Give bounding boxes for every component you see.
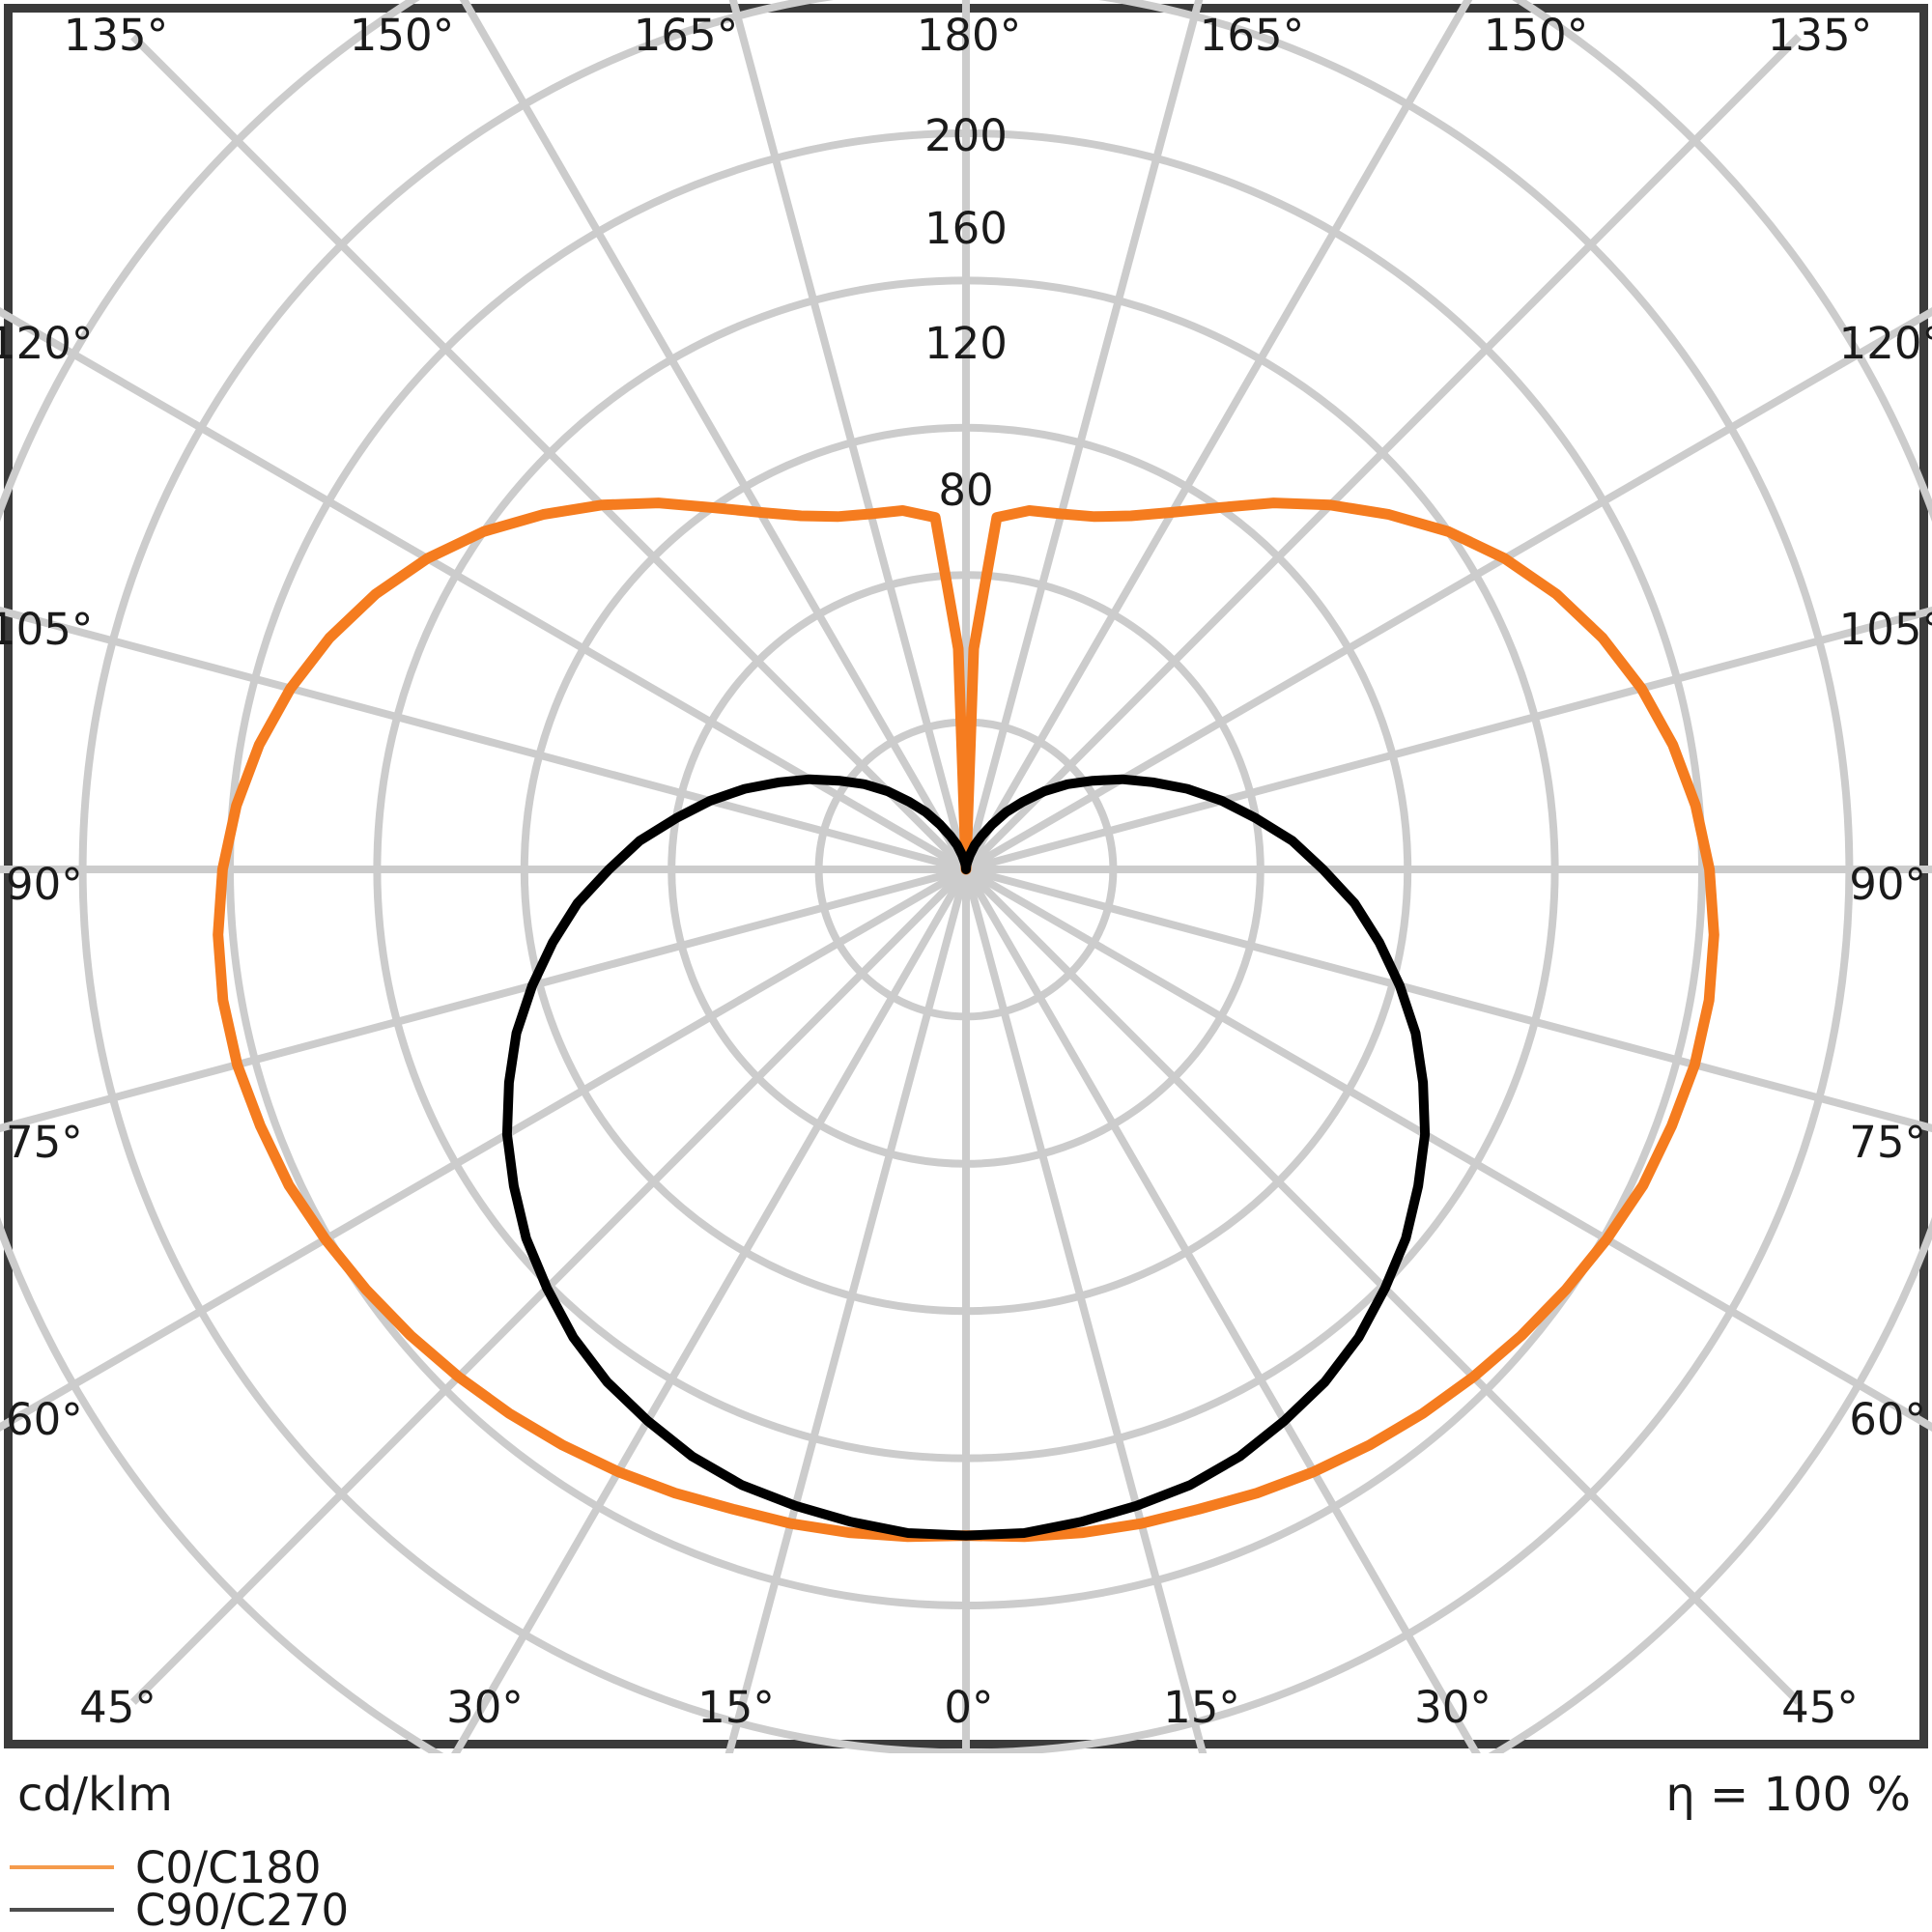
angle-tick-bottom-1: 30° (446, 1682, 524, 1733)
angle-tick-bottom-2: 15° (697, 1682, 775, 1733)
angle-tick-top-3: 180° (916, 10, 1022, 61)
angle-tick-right-60: 60° (1849, 1394, 1926, 1445)
angle-tick-right-120: 120° (1838, 318, 1932, 369)
legend-label-c90-c270: C90/C270 (135, 1884, 350, 1932)
angle-tick-top-5: 150° (1483, 10, 1589, 61)
angle-tick-left-75: 75° (6, 1117, 83, 1168)
radial-tick-120: 120 (924, 318, 1008, 369)
legend-label-c0-c180: C0/C180 (135, 1841, 322, 1893)
angle-tick-top-0: 135° (63, 10, 169, 61)
legend-item-c90-c270[interactable]: C90/C270 (10, 1884, 350, 1932)
angle-tick-bottom-4: 15° (1163, 1682, 1240, 1733)
polar-grid (0, 0, 1932, 1753)
angle-tick-bottom-6: 45° (1781, 1682, 1859, 1733)
angle-tick-left-120: 120° (0, 318, 94, 369)
series-layer (213, 497, 1719, 1543)
angle-tick-right-105: 105° (1838, 604, 1932, 655)
radial-tick-160: 160 (924, 203, 1008, 254)
angle-tick-bottom-3: 0° (944, 1682, 994, 1733)
angle-tick-top-2: 165° (633, 10, 739, 61)
angle-tick-left-60: 60° (6, 1394, 83, 1445)
legend-swatch-c0-c180 (10, 1865, 114, 1869)
angle-tick-top-4: 165° (1199, 10, 1305, 61)
angle-tick-top-1: 150° (349, 10, 455, 61)
angle-tick-left-90: 90° (6, 859, 83, 910)
radial-tick-80: 80 (938, 465, 994, 516)
angle-tick-right-90: 90° (1849, 859, 1926, 910)
legend-swatch-c90-c270 (10, 1908, 114, 1912)
unit-label: cd/klm (17, 1768, 173, 1822)
radial-tick-200: 200 (924, 110, 1008, 161)
polar-plot-canvas (0, 0, 1932, 1753)
angle-tick-top-6: 135° (1767, 10, 1873, 61)
angle-tick-left-105: 105° (0, 604, 94, 655)
efficiency-label: η = 100 % (1665, 1768, 1911, 1822)
angle-tick-right-75: 75° (1849, 1117, 1926, 1168)
chart-footer: cd/klm η = 100 % C0/C180 C90/C270 (0, 1753, 1932, 1932)
angle-tick-bottom-5: 30° (1414, 1682, 1492, 1733)
angle-tick-bottom-0: 45° (79, 1682, 156, 1733)
legend-item-c0-c180[interactable]: C0/C180 (10, 1846, 349, 1889)
legend: C0/C180 C90/C270 (10, 1846, 350, 1932)
